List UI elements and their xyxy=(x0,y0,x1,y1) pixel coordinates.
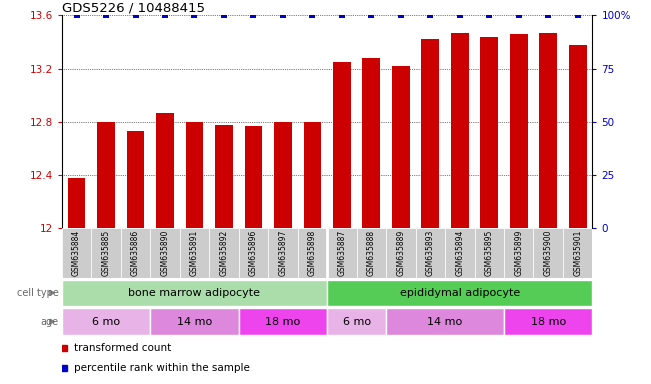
Text: GSM635899: GSM635899 xyxy=(514,230,523,276)
Point xyxy=(130,12,141,18)
Bar xyxy=(180,228,209,278)
Text: age: age xyxy=(40,316,59,327)
Text: epididymal adipocyte: epididymal adipocyte xyxy=(400,288,520,298)
Bar xyxy=(563,228,592,278)
Text: percentile rank within the sample: percentile rank within the sample xyxy=(74,363,249,373)
Bar xyxy=(62,228,91,278)
Bar xyxy=(421,39,439,228)
Bar xyxy=(127,131,145,228)
Point xyxy=(454,12,465,18)
Point xyxy=(159,12,170,18)
Bar xyxy=(504,308,592,335)
Bar xyxy=(62,280,327,306)
Text: GSM635889: GSM635889 xyxy=(396,230,406,276)
Text: GSM635890: GSM635890 xyxy=(161,230,169,276)
Text: GSM635891: GSM635891 xyxy=(190,230,199,276)
Text: GSM635898: GSM635898 xyxy=(308,230,317,276)
Point xyxy=(248,12,258,18)
Text: 6 mo: 6 mo xyxy=(342,316,370,327)
Point xyxy=(72,12,82,18)
Text: GSM635886: GSM635886 xyxy=(131,230,140,276)
Bar xyxy=(298,228,327,278)
Point xyxy=(219,12,229,18)
Text: 14 mo: 14 mo xyxy=(428,316,463,327)
Point xyxy=(514,12,524,18)
Bar xyxy=(62,308,150,335)
Text: GSM635885: GSM635885 xyxy=(102,230,111,276)
Bar xyxy=(510,34,527,228)
Bar xyxy=(539,33,557,228)
Text: GSM635896: GSM635896 xyxy=(249,230,258,276)
Text: GDS5226 / 10488415: GDS5226 / 10488415 xyxy=(62,1,205,14)
Bar xyxy=(480,37,498,228)
Text: 18 mo: 18 mo xyxy=(531,316,566,327)
Point xyxy=(366,12,376,18)
Point xyxy=(189,12,200,18)
Bar xyxy=(333,62,351,228)
Bar xyxy=(415,228,445,278)
Bar xyxy=(91,228,121,278)
Bar xyxy=(451,33,469,228)
Bar xyxy=(268,228,298,278)
Text: GSM635901: GSM635901 xyxy=(573,230,582,276)
Point xyxy=(396,12,406,18)
Bar xyxy=(504,228,533,278)
Point xyxy=(425,12,436,18)
Point xyxy=(278,12,288,18)
Bar xyxy=(209,228,239,278)
Text: 6 mo: 6 mo xyxy=(92,316,120,327)
Bar xyxy=(392,66,409,228)
Bar xyxy=(386,308,504,335)
Bar xyxy=(327,280,592,306)
Bar xyxy=(68,178,85,228)
Bar xyxy=(274,122,292,228)
Point xyxy=(307,12,318,18)
Text: GSM635884: GSM635884 xyxy=(72,230,81,276)
Bar xyxy=(327,228,357,278)
Text: 14 mo: 14 mo xyxy=(177,316,212,327)
Text: bone marrow adipocyte: bone marrow adipocyte xyxy=(128,288,260,298)
Text: GSM635900: GSM635900 xyxy=(544,230,553,276)
Text: GSM635893: GSM635893 xyxy=(426,230,435,276)
Bar xyxy=(215,124,233,228)
Text: GSM635894: GSM635894 xyxy=(455,230,464,276)
Bar xyxy=(97,122,115,228)
Bar xyxy=(357,228,386,278)
Text: transformed count: transformed count xyxy=(74,343,171,353)
Point xyxy=(543,12,553,18)
Bar xyxy=(445,228,475,278)
Point xyxy=(484,12,495,18)
Bar xyxy=(186,122,203,228)
Bar xyxy=(327,308,386,335)
Bar xyxy=(245,126,262,228)
Bar xyxy=(386,228,415,278)
Bar xyxy=(150,228,180,278)
Bar xyxy=(121,228,150,278)
Point xyxy=(337,12,347,18)
Bar xyxy=(533,228,563,278)
Bar xyxy=(303,122,321,228)
Bar xyxy=(569,45,587,228)
Text: GSM635888: GSM635888 xyxy=(367,230,376,276)
Bar xyxy=(156,113,174,228)
Text: cell type: cell type xyxy=(17,288,59,298)
Text: GSM635895: GSM635895 xyxy=(485,230,493,276)
Bar xyxy=(239,228,268,278)
Point xyxy=(101,12,111,18)
Text: 18 mo: 18 mo xyxy=(266,316,301,327)
Bar xyxy=(150,308,239,335)
Bar xyxy=(239,308,327,335)
Text: GSM635887: GSM635887 xyxy=(337,230,346,276)
Bar xyxy=(475,228,504,278)
Point xyxy=(572,12,583,18)
Text: GSM635897: GSM635897 xyxy=(279,230,287,276)
Bar xyxy=(363,58,380,228)
Text: GSM635892: GSM635892 xyxy=(219,230,229,276)
